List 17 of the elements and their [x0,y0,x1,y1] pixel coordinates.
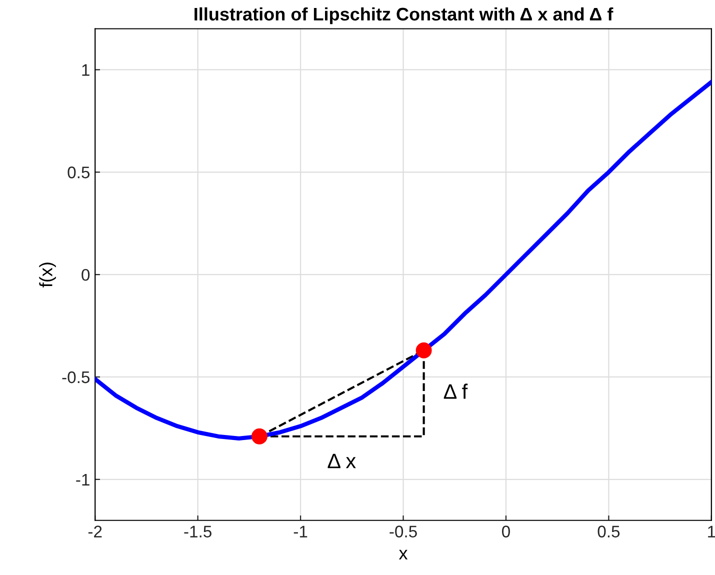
y-tick-label: -0.5 [62,371,90,384]
x-tick-label: -1.5 [184,526,212,538]
x-tick-label: 0 [502,526,510,538]
y-tick-label: 1 [82,64,90,76]
y-tick-label: 0.5 [68,166,90,178]
y-tick-label: -1 [76,474,90,486]
x-tick-label: -2 [88,526,102,538]
annotation: Δ x [328,454,356,468]
x-tick-label: -1 [294,526,308,538]
y-tick-label: 0 [82,268,90,281]
chart-title: Illustration of Lipschitz Constant with Δ x and Δ f [194,7,614,24]
x-tick-label: 0.5 [598,526,620,538]
x-tick-label: -0.5 [390,526,417,538]
annotation: Δ f [444,384,468,399]
x-tick-label: 1 [708,526,715,538]
y-axis-title: f(x) [39,262,56,288]
x-axis-title: x [398,550,408,560]
